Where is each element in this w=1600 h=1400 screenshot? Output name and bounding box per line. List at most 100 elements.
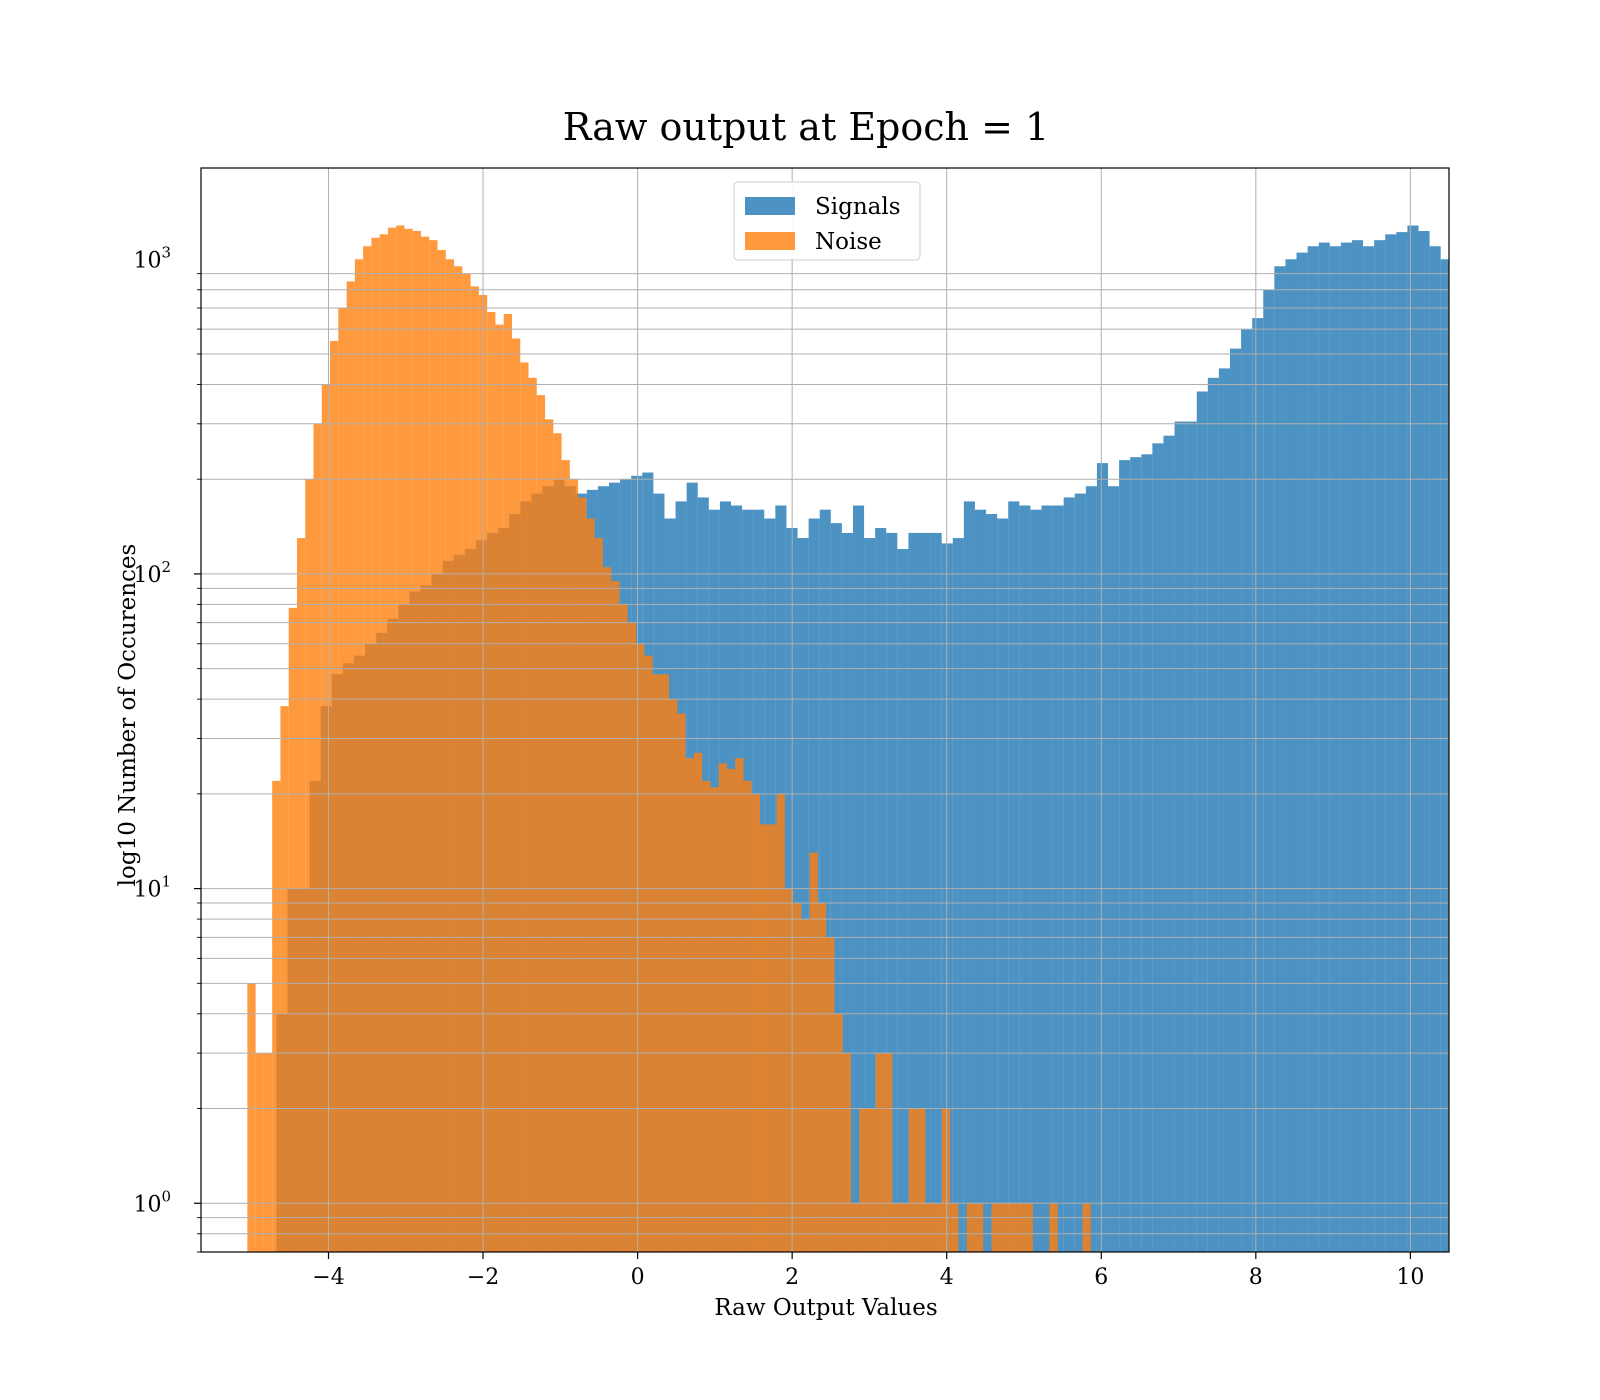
legend-label-signals: Signals xyxy=(815,194,901,220)
series-noise-bars xyxy=(247,225,1091,1252)
bar-noise xyxy=(784,888,794,1252)
bar-noise xyxy=(379,234,388,1252)
x-tick-label: −2 xyxy=(467,1265,499,1290)
bar-signals xyxy=(941,543,953,1252)
bar-noise xyxy=(726,768,736,1252)
bar-noise xyxy=(735,758,744,1252)
bar-signals xyxy=(1074,493,1086,1252)
bar-signals xyxy=(1374,240,1386,1252)
bar-noise xyxy=(586,518,595,1252)
x-tick-label: 8 xyxy=(1249,1265,1263,1290)
bar-signals xyxy=(875,527,887,1252)
bar-signals xyxy=(974,509,987,1252)
bar-noise xyxy=(702,780,711,1252)
bar-signals xyxy=(1063,497,1075,1252)
bar-noise xyxy=(404,228,413,1252)
bar-signals xyxy=(1207,377,1219,1252)
bar-signals xyxy=(1019,505,1031,1252)
bar-noise xyxy=(991,1203,1000,1252)
bar-noise xyxy=(536,395,546,1252)
bar-noise xyxy=(421,236,430,1252)
bar-signals xyxy=(1174,421,1186,1252)
bar-noise xyxy=(917,1108,926,1252)
bar-noise xyxy=(503,313,512,1252)
y-tick-label: 100 xyxy=(133,1187,171,1217)
bar-noise xyxy=(1016,1203,1025,1252)
bar-noise xyxy=(644,655,653,1252)
bar-signals xyxy=(841,532,853,1252)
x-tick-label: 2 xyxy=(785,1265,799,1290)
bar-noise xyxy=(437,250,446,1252)
bar-noise xyxy=(288,607,297,1252)
bar-noise xyxy=(817,902,827,1252)
bar-signals xyxy=(1030,509,1042,1252)
bar-signals xyxy=(952,538,964,1252)
bar-signals xyxy=(1163,435,1175,1252)
bar-noise xyxy=(677,713,686,1252)
bar-signals xyxy=(1351,240,1364,1252)
bar-signals xyxy=(1440,259,1449,1252)
bar-noise xyxy=(594,538,603,1252)
bar-signals xyxy=(963,501,975,1252)
bar-signals xyxy=(1008,501,1020,1252)
x-axis-ticks: −4 −2 0 2 4 6 8 10 xyxy=(312,1252,1424,1290)
bar-noise xyxy=(1082,1203,1091,1252)
bar-noise xyxy=(950,1203,959,1252)
bar-noise xyxy=(933,1203,942,1252)
bar-noise xyxy=(354,259,364,1252)
x-tick-label: 0 xyxy=(631,1265,645,1290)
bar-signals xyxy=(1307,246,1319,1252)
bar-noise xyxy=(569,479,579,1252)
bar-signals xyxy=(1108,486,1120,1252)
bar-noise xyxy=(545,419,554,1252)
bar-noise xyxy=(867,1108,876,1252)
y-tick-label: 103 xyxy=(133,243,171,273)
bar-signals xyxy=(1363,246,1375,1252)
bar-signals xyxy=(852,505,865,1252)
bar-noise xyxy=(371,237,380,1252)
bar-noise xyxy=(900,1203,909,1252)
bar-noise xyxy=(966,1203,975,1252)
bar-signals xyxy=(1041,505,1053,1252)
bar-signals xyxy=(1185,421,1197,1252)
bar-noise xyxy=(859,1108,868,1252)
bar-noise xyxy=(619,604,628,1252)
bar-noise xyxy=(429,240,438,1252)
bar-noise xyxy=(263,1053,273,1252)
bar-signals xyxy=(1052,505,1064,1252)
bar-signals xyxy=(1296,252,1308,1252)
bar-signals xyxy=(1085,486,1097,1252)
legend-swatch-noise xyxy=(745,232,795,250)
bar-noise xyxy=(793,902,802,1252)
bar-signals xyxy=(1119,460,1131,1252)
bar-signals xyxy=(864,538,876,1252)
bar-noise xyxy=(363,246,372,1252)
bar-signals xyxy=(1130,457,1142,1252)
bar-noise xyxy=(1008,1203,1017,1252)
legend-swatch-signals xyxy=(745,197,795,215)
bar-signals xyxy=(1429,246,1441,1252)
y-tick-label: 101 xyxy=(133,873,171,903)
bar-noise xyxy=(247,983,256,1252)
bar-noise xyxy=(578,497,587,1252)
bar-noise xyxy=(272,780,281,1252)
bar-signals xyxy=(1241,329,1253,1252)
bar-signals xyxy=(930,532,942,1252)
bar-noise xyxy=(611,580,620,1252)
bar-noise xyxy=(528,377,537,1252)
bar-noise xyxy=(908,1108,918,1252)
bar-signals xyxy=(1274,266,1286,1252)
bar-noise xyxy=(884,1053,893,1252)
bar-noise xyxy=(892,1203,901,1252)
bar-noise xyxy=(487,311,496,1252)
x-axis-label: Raw Output Values xyxy=(714,1295,937,1321)
bar-signals xyxy=(797,538,809,1252)
bar-noise xyxy=(776,793,785,1252)
legend-label-noise: Noise xyxy=(815,229,882,255)
bar-noise xyxy=(974,1203,984,1252)
bar-noise xyxy=(669,699,678,1252)
bar-noise xyxy=(652,674,661,1252)
bar-signals xyxy=(1263,289,1275,1252)
y-tick-label: 102 xyxy=(133,558,171,588)
